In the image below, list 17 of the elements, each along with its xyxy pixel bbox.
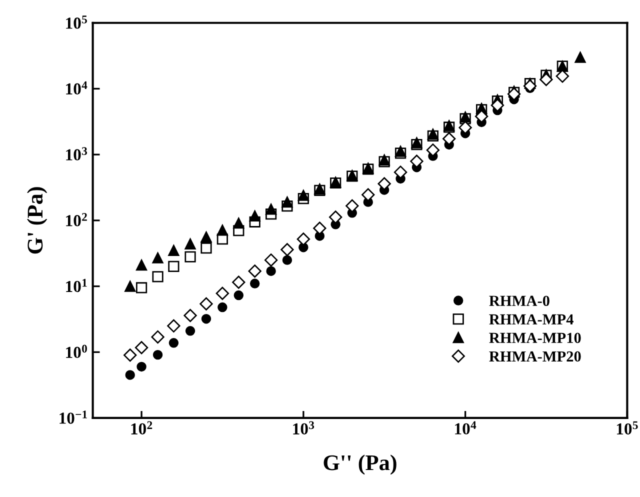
legend-label: RHMA-MP10	[489, 332, 581, 344]
x-axis-title: G'' (Pa)	[324, 454, 396, 475]
y-tick-label: 10$^{4}$	[66, 81, 88, 95]
legend-label: RHMA-0	[489, 296, 550, 306]
x-tick-label: 10$^{5}$	[616, 421, 638, 435]
x-tick-label: 10$^{4}$	[455, 421, 476, 434]
y-tick-label: 10$^{2}$	[66, 213, 87, 226]
x-tick-label: 10$^{3}$	[293, 421, 314, 434]
x-tick-label: 10$^{2}$	[131, 421, 152, 434]
y-tick-label: 10$^{1}$	[66, 278, 87, 292]
y-tick-label: 10$^{3}$	[66, 147, 88, 160]
y-tick-label: 10$^{5}$	[66, 16, 87, 29]
legend-label: RHMA-MP20	[489, 351, 581, 362]
y-tick-label: 10$^{0}$	[66, 344, 87, 358]
y-axis-title: G' (Pa)	[27, 187, 48, 254]
legend-label: RHMA-MP4	[489, 314, 574, 324]
y-tick-label: 10$^{−1}$	[60, 410, 87, 424]
